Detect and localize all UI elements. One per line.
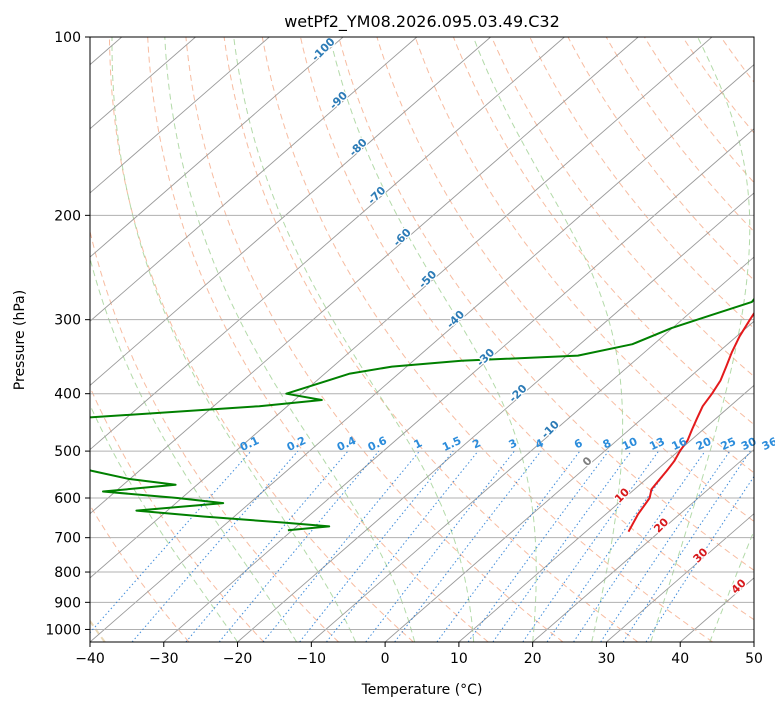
x-tick-label: −30 [149, 651, 179, 667]
y-axis-label: Pressure (hPa) [12, 290, 28, 390]
y-tick-label: 700 [54, 531, 81, 547]
x-tick-label: −40 [75, 651, 105, 667]
x-tick-label: 0 [381, 651, 390, 667]
y-tick-label: 900 [54, 595, 81, 611]
y-tick-label: 500 [54, 444, 81, 460]
x-tick-label: 20 [524, 651, 542, 667]
y-tick-label: 1000 [45, 622, 81, 638]
y-tick-label: 100 [54, 30, 81, 46]
x-axis-label: Temperature (°C) [361, 682, 483, 698]
y-tick-label: 300 [54, 313, 81, 329]
x-tick-label: −10 [297, 651, 327, 667]
y-tick-label: 200 [54, 208, 81, 224]
plot-area [90, 37, 754, 642]
x-tick-label: 30 [598, 651, 616, 667]
x-tick-label: −20 [223, 651, 253, 667]
y-tick-label: 400 [54, 387, 81, 403]
y-tick-label: 800 [54, 565, 81, 581]
x-tick-label: 50 [745, 651, 763, 667]
x-tick-label: 40 [671, 651, 689, 667]
x-tick-label: 10 [450, 651, 468, 667]
chart-title: wetPf2_YM08.2026.095.03.49.C32 [284, 12, 560, 32]
y-tick-label: 600 [54, 491, 81, 507]
